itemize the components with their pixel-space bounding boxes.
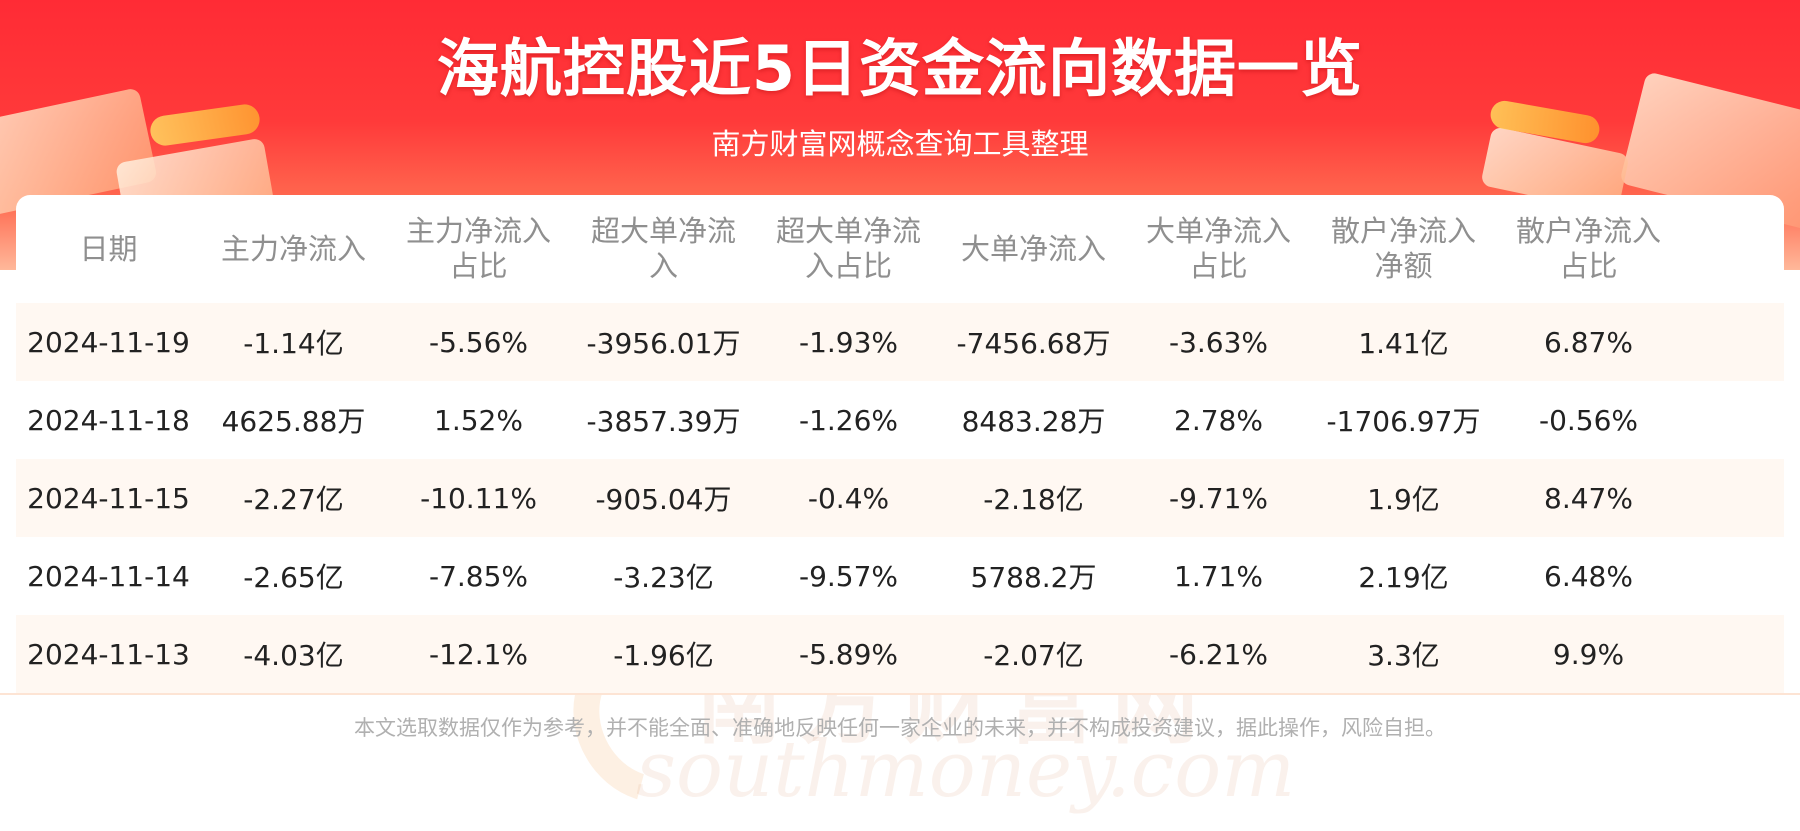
value-cell: -5.89% — [798, 637, 899, 671]
column-header: 主力净流入 占比 — [405, 214, 551, 283]
value-cell: 2.19亿 — [1358, 561, 1449, 594]
value-cell: -4.03亿 — [243, 639, 344, 672]
page-subtitle: 南方财富网概念查询工具整理 — [711, 127, 1089, 161]
value-cell: -2.18亿 — [983, 483, 1084, 516]
value-cell: -3857.39万 — [586, 405, 741, 438]
value-cell: -1706.97万 — [1326, 405, 1481, 438]
value-cell: 5788.2万 — [970, 561, 1097, 594]
value-cell: -905.04万 — [595, 483, 732, 516]
date-cell: 2024-11-19 — [27, 325, 190, 359]
table-row: 2024-11-14 -2.65亿 -7.85% -3.23亿 -9.57% 5788.2… — [16, 537, 1784, 615]
value-cell: -9.57% — [798, 559, 899, 593]
value-cell: -0.4% — [807, 481, 890, 515]
value-cell: 4625.88万 — [221, 405, 366, 438]
value-cell: 1.9亿 — [1367, 483, 1440, 516]
value-cell: -2.27亿 — [243, 483, 344, 516]
value-cell: -5.56% — [428, 325, 529, 359]
column-header: 日期 — [79, 231, 138, 266]
column-header: 大单净流入 — [960, 231, 1106, 266]
value-cell: -1.93% — [798, 325, 899, 359]
column-header: 散户净流入 净额 — [1330, 214, 1476, 283]
value-cell: -3.23亿 — [613, 561, 714, 594]
value-cell: -2.65亿 — [243, 561, 344, 594]
value-cell: -12.1% — [428, 637, 529, 671]
table-header-row: 日期 主力净流入 主力净流入 占比 超大单净流 入超大单净流 入占比 大单净流入 大单净流… — [16, 195, 1784, 303]
value-cell: -0.56% — [1538, 403, 1639, 437]
value-cell: -9.71% — [1168, 481, 1269, 515]
value-cell: 1.52% — [434, 403, 523, 437]
value-cell: -7.85% — [428, 559, 529, 593]
value-cell: 6.48% — [1544, 559, 1633, 593]
value-cell: -2.07亿 — [983, 639, 1084, 672]
value-cell: -1.14亿 — [243, 327, 344, 360]
value-cell: -1.96亿 — [613, 639, 714, 672]
column-header: 超大单净流 入 — [590, 214, 736, 283]
value-cell: 3.3亿 — [1367, 639, 1440, 672]
column-header: 大单净流入 占比 — [1145, 214, 1291, 283]
table-row: 2024-11-18 4625.88万 1.52% -3857.39万 -1.26% 84… — [16, 381, 1784, 459]
table-row: 2024-11-15 -2.27亿 -10.11% -905.04万 -0.4% -2.1… — [16, 459, 1784, 537]
column-header: 主力净流入 — [220, 231, 366, 266]
value-cell: 1.41亿 — [1358, 327, 1449, 360]
value-cell: 2.78% — [1174, 403, 1263, 437]
page-title: 海航控股近5日资金流向数据一览 — [436, 32, 1364, 105]
value-cell: -10.11% — [420, 481, 537, 515]
value-cell: -3956.01万 — [586, 327, 741, 360]
date-cell: 2024-11-13 — [27, 637, 190, 671]
value-cell: 8483.28万 — [961, 405, 1106, 438]
value-cell: 6.87% — [1544, 325, 1633, 359]
column-header: 超大单净流 入占比 — [775, 214, 921, 283]
divider — [0, 693, 1800, 695]
value-cell: -1.26% — [798, 403, 899, 437]
column-header: 散户净流入 占比 — [1515, 214, 1661, 283]
disclaimer: 本文选取数据仅作为参考，并不能全面、准确地反映任何一家企业的未来，并不构成投资建… — [354, 716, 1446, 740]
data-table: 南方财富网 southmoney.com 日期 主力净流入 主力净流入 占比 超大单净… — [16, 195, 1784, 831]
value-cell: 1.71% — [1174, 559, 1263, 593]
value-cell: 9.9% — [1552, 637, 1625, 671]
table-row: 2024-11-19 -1.14亿 -5.56% -3956.01万 -1.93% -74… — [16, 303, 1784, 381]
date-cell: 2024-11-15 — [27, 481, 190, 515]
value-cell: -7456.68万 — [956, 327, 1111, 360]
table-row: 2024-11-13 -4.03亿 -12.1% -1.96亿 -5.89% -2.07亿… — [16, 615, 1784, 693]
date-cell: 2024-11-18 — [27, 403, 190, 437]
date-cell: 2024-11-14 — [27, 559, 190, 593]
value-cell: -6.21% — [1168, 637, 1269, 671]
value-cell: 8.47% — [1544, 481, 1633, 515]
value-cell: -3.63% — [1168, 325, 1269, 359]
